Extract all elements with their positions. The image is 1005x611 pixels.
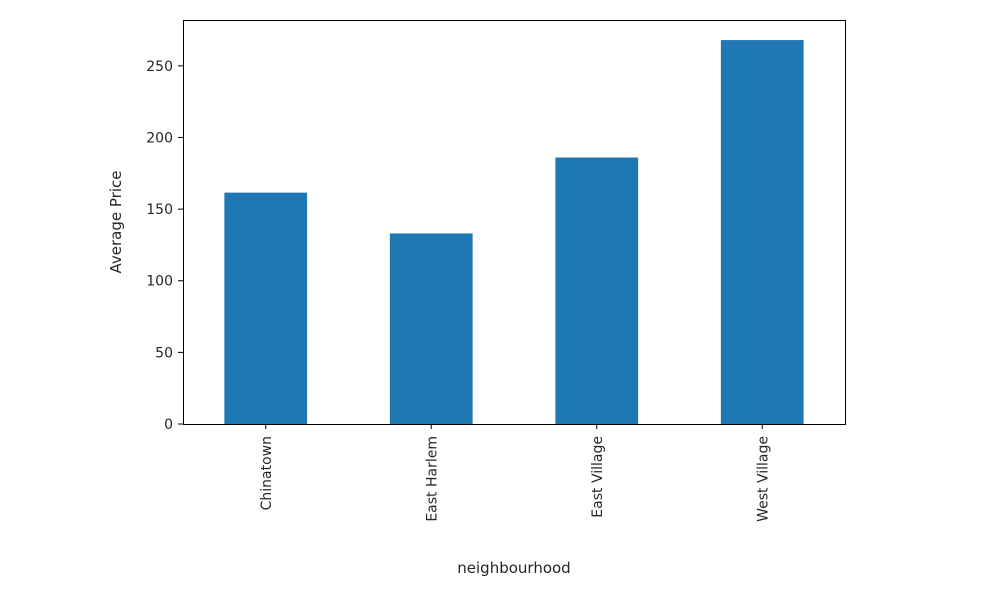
x-tick-label: Chinatown <box>259 436 275 510</box>
y-tick-label: 250 <box>146 59 173 75</box>
bar-east-harlem <box>389 233 473 424</box>
y-tick-label: 0 <box>164 417 173 433</box>
y-axis-label: Average Price <box>107 171 125 274</box>
y-axis-ticks: 0 50 100 150 200 250 <box>146 59 183 433</box>
bar-chinatown <box>224 192 308 424</box>
bar-west-village <box>720 40 804 425</box>
bars-group <box>224 40 804 425</box>
x-tick-label: West Village <box>755 436 771 522</box>
x-tick-label: East Village <box>590 436 606 518</box>
x-axis-label: neighbourhood <box>457 559 570 577</box>
y-tick-label: 50 <box>155 345 173 361</box>
bar-east-village <box>555 157 639 424</box>
y-tick-label: 100 <box>146 274 173 290</box>
y-tick-label: 150 <box>146 202 173 218</box>
x-axis-ticks: Chinatown East Harlem East Village West Vil… <box>259 424 771 522</box>
plot-area-frame <box>183 20 846 425</box>
y-tick-label: 200 <box>146 130 173 146</box>
x-tick-label: East Harlem <box>424 436 440 522</box>
